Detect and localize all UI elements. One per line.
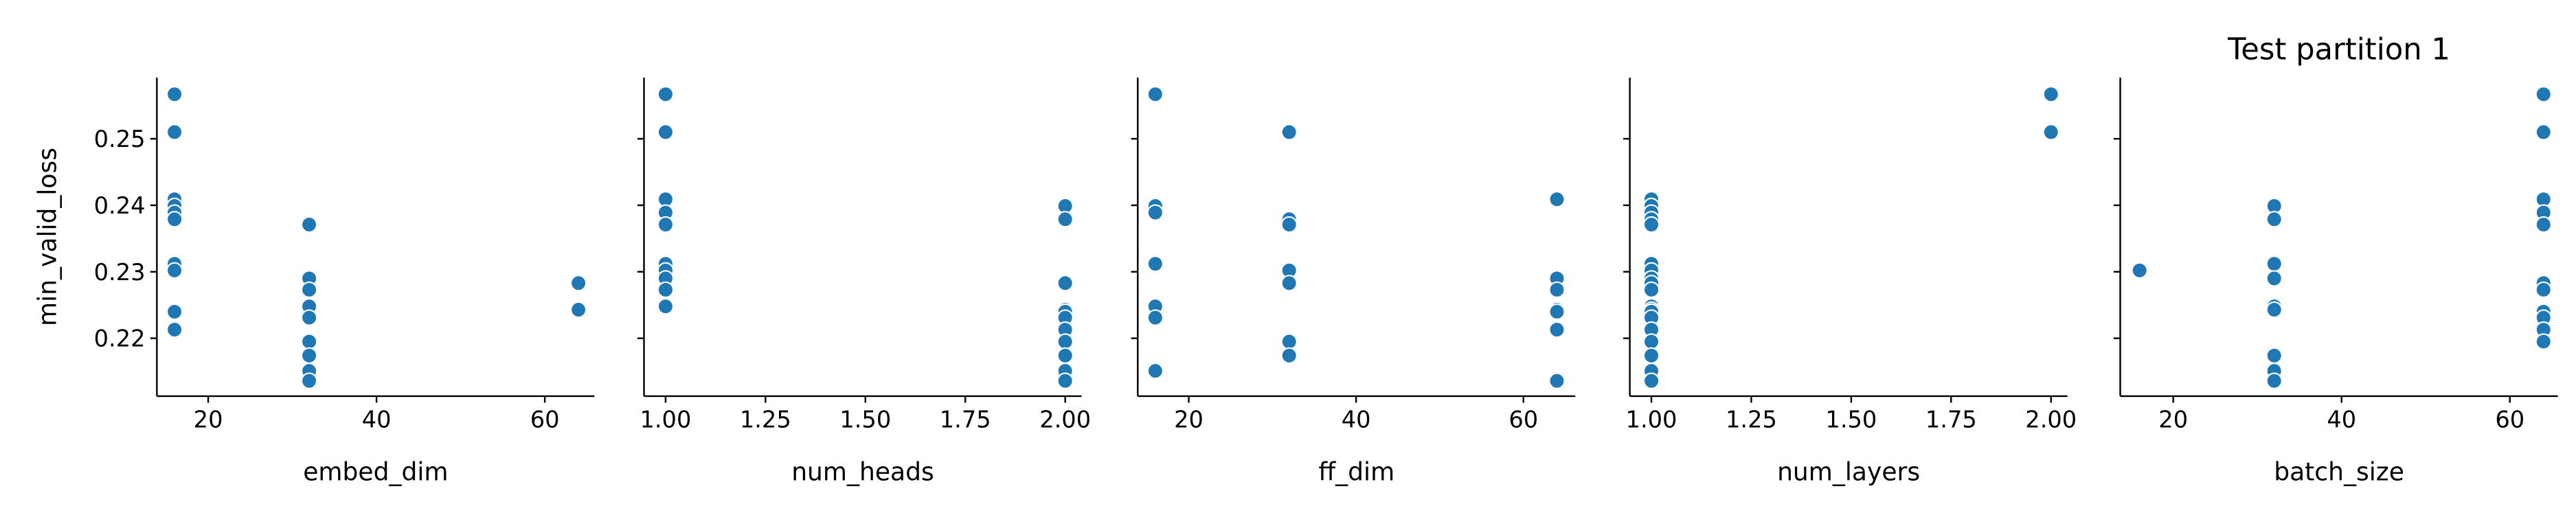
point xyxy=(1057,333,1074,350)
point xyxy=(300,281,318,299)
point xyxy=(1280,216,1298,233)
point xyxy=(1548,372,1566,389)
point xyxy=(657,216,675,233)
point xyxy=(300,372,318,389)
point xyxy=(2266,270,2283,287)
chart-title: Test partition 1 xyxy=(2227,33,2450,67)
x-tick-label: 40 xyxy=(2327,407,2356,433)
point xyxy=(1146,362,1164,380)
point xyxy=(1057,372,1074,389)
point xyxy=(2266,372,2283,389)
y-axis-title: min_valid_loss xyxy=(34,148,63,326)
point xyxy=(1146,255,1164,273)
point xyxy=(2535,86,2552,103)
point xyxy=(2535,124,2552,141)
x-tick-label: 60 xyxy=(530,407,560,433)
point xyxy=(1146,86,1164,103)
y-tick-label: 0.25 xyxy=(94,126,146,152)
x-tick-label: 20 xyxy=(194,407,223,433)
y-tick-label: 0.24 xyxy=(94,192,146,219)
x-tick-label: 60 xyxy=(1509,407,1538,433)
point xyxy=(166,124,183,141)
x-tick-label: 1.25 xyxy=(1726,407,1777,433)
y-tick-label: 0.23 xyxy=(94,259,146,286)
point xyxy=(2266,211,2283,228)
x-axis-title: batch_size xyxy=(2274,458,2404,487)
point xyxy=(1146,204,1164,221)
x-axis-title: num_heads xyxy=(791,458,934,487)
point xyxy=(2131,262,2148,279)
x-tick-label: 1.50 xyxy=(839,407,891,433)
point xyxy=(1642,281,1660,299)
point xyxy=(1548,321,1566,339)
point xyxy=(1548,191,1566,208)
point xyxy=(300,347,318,364)
point xyxy=(1280,124,1298,141)
point xyxy=(166,211,183,228)
point xyxy=(2535,216,2552,233)
point xyxy=(166,303,183,321)
x-tick-label: 1.50 xyxy=(1825,407,1877,433)
point xyxy=(1146,309,1164,326)
point xyxy=(166,86,183,103)
point xyxy=(1642,333,1660,350)
point xyxy=(1548,303,1566,321)
point xyxy=(2266,301,2283,319)
point xyxy=(1057,275,1074,292)
x-axis-title: ff_dim xyxy=(1318,458,1394,487)
point xyxy=(1642,216,1660,233)
point xyxy=(1057,211,1074,228)
point xyxy=(569,301,587,319)
x-tick-label: 20 xyxy=(2158,407,2188,433)
x-axis-title: num_layers xyxy=(1777,458,1920,487)
point xyxy=(2535,333,2552,350)
y-tick-label: 0.22 xyxy=(94,325,146,352)
point xyxy=(1057,347,1074,364)
x-tick-label: 60 xyxy=(2495,407,2524,433)
x-axis-title: embed_dim xyxy=(303,458,448,487)
x-tick-label: 1.25 xyxy=(740,407,791,433)
point xyxy=(1642,347,1660,364)
point xyxy=(1280,333,1298,350)
point xyxy=(657,281,675,299)
point xyxy=(657,86,675,103)
point xyxy=(2042,124,2059,141)
x-tick-label: 2.00 xyxy=(1039,407,1091,433)
point xyxy=(1280,275,1298,292)
x-tick-label: 1.75 xyxy=(940,407,991,433)
point xyxy=(166,262,183,279)
point xyxy=(2535,281,2552,299)
point xyxy=(300,333,318,350)
x-tick-label: 40 xyxy=(362,407,392,433)
point xyxy=(2266,255,2283,273)
point xyxy=(657,124,675,141)
x-tick-label: 1.75 xyxy=(1925,407,1977,433)
x-tick-label: 20 xyxy=(1174,407,1204,433)
point xyxy=(657,298,675,315)
point xyxy=(1548,281,1566,299)
point xyxy=(2266,347,2283,364)
point xyxy=(1642,372,1660,389)
x-tick-label: 1.00 xyxy=(1626,407,1677,433)
x-tick-label: 1.00 xyxy=(640,407,691,433)
point xyxy=(1280,347,1298,364)
x-tick-label: 40 xyxy=(1342,407,1371,433)
point xyxy=(166,321,183,339)
point xyxy=(300,309,318,326)
x-tick-label: 2.00 xyxy=(2025,407,2077,433)
point xyxy=(2042,86,2059,103)
point xyxy=(300,216,318,233)
point xyxy=(569,275,587,292)
